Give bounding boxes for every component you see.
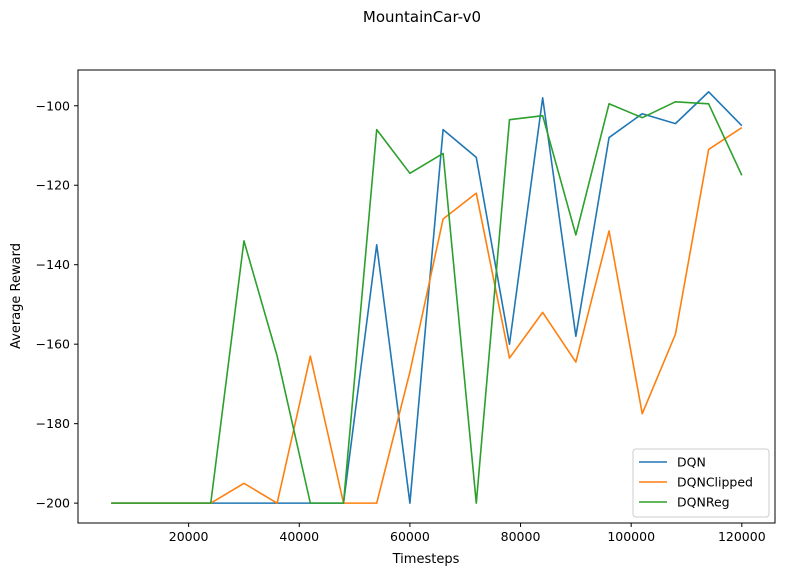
series-line-dqn <box>111 91 743 504</box>
legend-box <box>632 448 770 518</box>
legend: DQN DQNClipped DQNReg <box>632 448 770 518</box>
series-line-dqnclipped <box>111 126 743 504</box>
series-lines <box>111 91 743 504</box>
y-tick-label: −140 <box>36 257 70 272</box>
x-tick-label: 100000 <box>607 529 655 544</box>
x-tick-label: 60000 <box>390 529 430 544</box>
y-tick-label: −200 <box>36 496 70 511</box>
legend-label-dqnreg: DQNReg <box>677 495 730 510</box>
x-axis-label: Timesteps <box>392 552 460 567</box>
y-tick-label: −180 <box>36 416 70 431</box>
y-axis-label: Average Reward <box>9 243 24 349</box>
legend-label-dqn: DQN <box>677 455 706 470</box>
legend-label-dqnclipped: DQNClipped <box>677 475 753 490</box>
y-tick-label: −160 <box>36 337 70 352</box>
y-tick-label: −100 <box>36 98 70 113</box>
chart-title: MountainCar-v0 <box>363 8 481 26</box>
x-tick-label: 40000 <box>279 529 319 544</box>
x-tick-label: 20000 <box>169 529 209 544</box>
x-tick-label: 80000 <box>501 529 541 544</box>
y-tick-label: −120 <box>36 178 70 193</box>
x-tick-label: 120000 <box>718 529 766 544</box>
y-axis: −200 −180 −160 −140 −120 −100 <box>36 98 78 511</box>
x-axis: 20000 40000 60000 80000 100000 120000 <box>169 523 766 544</box>
series-line-dqnreg <box>111 100 743 504</box>
